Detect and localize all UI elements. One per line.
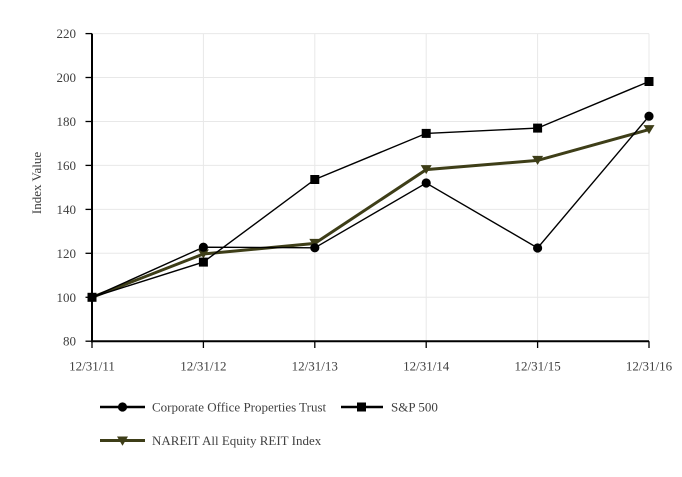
svg-text:140: 140 <box>57 202 77 217</box>
svg-text:Index Value: Index Value <box>29 152 44 214</box>
svg-text:12/31/11: 12/31/11 <box>69 359 115 374</box>
svg-text:100: 100 <box>57 290 77 305</box>
svg-text:12/31/14: 12/31/14 <box>403 359 450 374</box>
svg-text:12/31/15: 12/31/15 <box>514 359 560 374</box>
svg-text:12/31/13: 12/31/13 <box>292 359 338 374</box>
svg-text:220: 220 <box>57 26 77 41</box>
svg-text:80: 80 <box>63 334 76 349</box>
svg-text:160: 160 <box>57 158 77 173</box>
svg-text:200: 200 <box>57 70 77 85</box>
svg-text:180: 180 <box>57 114 77 129</box>
svg-text:12/31/12: 12/31/12 <box>180 359 226 374</box>
svg-text:120: 120 <box>57 246 77 261</box>
svg-text:Corporate Office Properties Tr: Corporate Office Properties Trust <box>152 400 327 415</box>
svg-text:NAREIT All Equity REIT Index: NAREIT All Equity REIT Index <box>152 433 322 448</box>
svg-text:S&P 500: S&P 500 <box>391 400 438 415</box>
svg-text:12/31/16: 12/31/16 <box>626 359 673 374</box>
